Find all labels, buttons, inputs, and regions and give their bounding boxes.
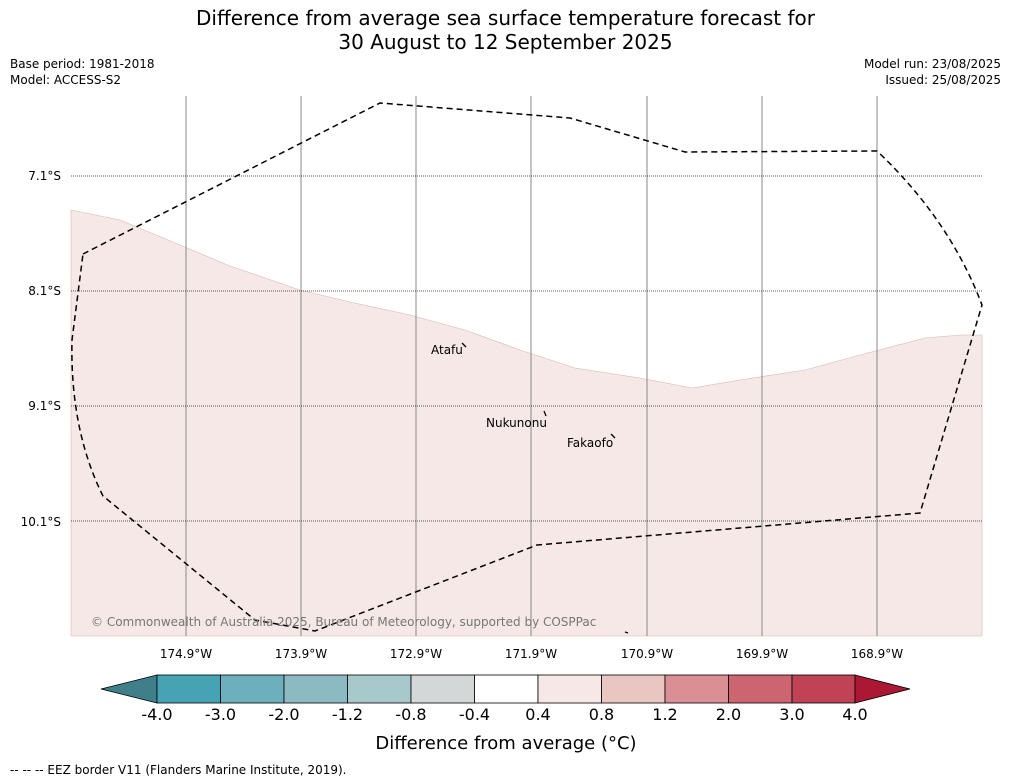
colorbar-tick-label: 4.0: [842, 705, 867, 724]
colorbar-segment: [156, 674, 221, 704]
colorbar-segment: [220, 674, 285, 704]
eez-border: [71, 102, 983, 632]
colorbar-tick-label: -3.0: [205, 705, 236, 724]
colorbar-segment: [537, 674, 602, 704]
lat-label: 9.1°S: [28, 399, 61, 413]
lon-label: 170.9°W: [621, 647, 673, 661]
copyright-text: © Commonwealth of Australia 2025, Bureau…: [91, 615, 596, 629]
colorbar-tick-label: -1.2: [332, 705, 363, 724]
base-period: Base period: 1981-2018: [10, 57, 155, 71]
lat-label: 8.1°S: [28, 284, 61, 298]
lat-label: 7.1°S: [28, 169, 61, 183]
nukunonu-island-shape: [543, 410, 547, 417]
colorbar-tick-label: 2.0: [716, 705, 741, 724]
colorbar-tick-label: -4.0: [141, 705, 172, 724]
issued-date: Issued: 25/08/2025: [885, 73, 1001, 87]
colorbar-arrow-low: [100, 674, 158, 704]
colorbar-tick-label: -2.0: [268, 705, 299, 724]
place-label-atafu: Atafu: [431, 343, 463, 357]
eez-legend-note: -- -- -- EEZ border V11 (Flanders Marine…: [10, 763, 347, 777]
colorbar-segment: [474, 674, 539, 704]
model-name: Model: ACCESS-S2: [10, 73, 122, 87]
colorbar-tick-label: 1.2: [652, 705, 677, 724]
colorbar: [100, 674, 911, 704]
colorbar-tick-label: 3.0: [779, 705, 804, 724]
meta-right: Model run: 23/08/2025 Issued: 25/08/2025: [864, 56, 1001, 88]
atafu-island-shape: [461, 342, 467, 348]
lon-label: 171.9°W: [505, 647, 557, 661]
fakaofo-island-shape: [610, 433, 616, 439]
model-run: Model run: 23/08/2025: [863, 57, 1001, 71]
lon-label: 168.9°W: [851, 647, 903, 661]
colorbar-tick-label: -0.8: [395, 705, 426, 724]
colorbar-tick-label: 0.8: [589, 705, 614, 724]
meta-left: Base period: 1981-2018 Model: ACCESS-S2: [10, 56, 155, 88]
colorbar-segment: [601, 674, 666, 704]
anomaly-region: [70, 209, 983, 637]
colorbar-title: Difference from average (°C): [375, 733, 636, 754]
colorbar-arrow-high: [854, 674, 911, 704]
lon-label: 174.9°W: [160, 647, 212, 661]
meridian-lines: [185, 96, 878, 636]
island-marks: [461, 342, 629, 634]
small-islet-shape: [624, 631, 629, 634]
colorbar-segment: [728, 674, 793, 704]
lon-label: 172.9°W: [390, 647, 442, 661]
lat-label: 10.1°S: [21, 515, 61, 529]
colorbar-segment: [283, 674, 348, 704]
lon-label: 173.9°W: [275, 647, 327, 661]
lon-label: 169.9°W: [736, 647, 788, 661]
place-label-nukunonu: Nukunonu: [486, 416, 547, 430]
colorbar-ticks: -4.0 -3.0 -2.0 -1.2 -0.8 -0.4 0.4 0.8 1.…: [141, 705, 867, 724]
colorbar-segment: [410, 674, 475, 704]
place-label-fakaofo: Fakaofo: [567, 436, 613, 450]
colorbar-tick-label: -0.4: [459, 705, 490, 724]
colorbar-tick-label: 0.4: [525, 705, 550, 724]
map-title: Difference from average sea surface temp…: [195, 6, 815, 54]
colorbar-segment: [791, 674, 856, 704]
colorbar-segment: [664, 674, 729, 704]
colorbar-segment: [347, 674, 412, 704]
